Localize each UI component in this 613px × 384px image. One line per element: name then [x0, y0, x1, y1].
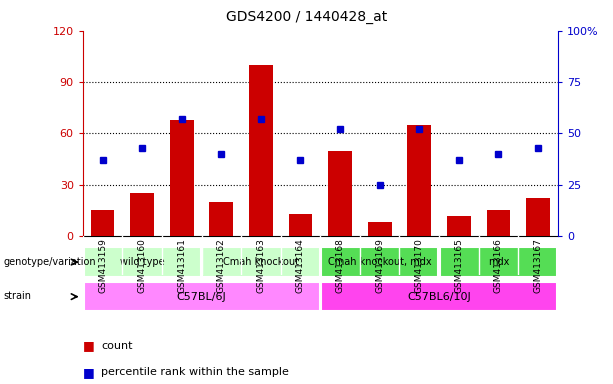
Text: GSM413159: GSM413159 — [98, 238, 107, 293]
Text: GSM413169: GSM413169 — [375, 238, 384, 293]
Text: GSM413167: GSM413167 — [533, 238, 543, 293]
Bar — [368, 222, 392, 236]
Text: C57BL/6J: C57BL/6J — [177, 291, 226, 302]
Bar — [526, 199, 550, 236]
Text: GSM413164: GSM413164 — [296, 238, 305, 293]
Text: GSM413160: GSM413160 — [138, 238, 147, 293]
Text: mdx: mdx — [488, 257, 509, 267]
Bar — [321, 282, 557, 311]
Text: percentile rank within the sample: percentile rank within the sample — [101, 367, 289, 377]
Bar — [83, 282, 319, 311]
Bar — [408, 125, 431, 236]
Text: count: count — [101, 341, 132, 351]
Bar — [328, 151, 352, 236]
Text: C57BL6/10J: C57BL6/10J — [407, 291, 471, 302]
Text: GSM413168: GSM413168 — [335, 238, 345, 293]
Text: GSM413170: GSM413170 — [415, 238, 424, 293]
Text: strain: strain — [3, 291, 31, 301]
Text: ■: ■ — [83, 339, 94, 352]
Bar — [249, 65, 273, 236]
Bar — [447, 216, 471, 236]
Text: GDS4200 / 1440428_at: GDS4200 / 1440428_at — [226, 10, 387, 23]
Text: Cmah knockout: Cmah knockout — [223, 257, 299, 267]
Bar — [202, 247, 319, 277]
Bar — [210, 202, 233, 236]
Text: GSM413166: GSM413166 — [494, 238, 503, 293]
Bar — [91, 210, 115, 236]
Bar — [440, 247, 557, 277]
Text: GSM413162: GSM413162 — [217, 238, 226, 293]
Bar — [321, 247, 438, 277]
Text: Cmah knockout, mdx: Cmah knockout, mdx — [328, 257, 432, 267]
Bar — [289, 214, 313, 236]
Bar — [131, 194, 154, 236]
Text: GSM413163: GSM413163 — [256, 238, 265, 293]
Text: GSM413165: GSM413165 — [454, 238, 463, 293]
Text: genotype/variation: genotype/variation — [3, 257, 96, 267]
Text: ■: ■ — [83, 366, 94, 379]
Bar — [487, 210, 510, 236]
Bar — [170, 120, 194, 236]
Text: GSM413161: GSM413161 — [177, 238, 186, 293]
Bar — [83, 247, 200, 277]
Text: wild type: wild type — [120, 257, 164, 267]
